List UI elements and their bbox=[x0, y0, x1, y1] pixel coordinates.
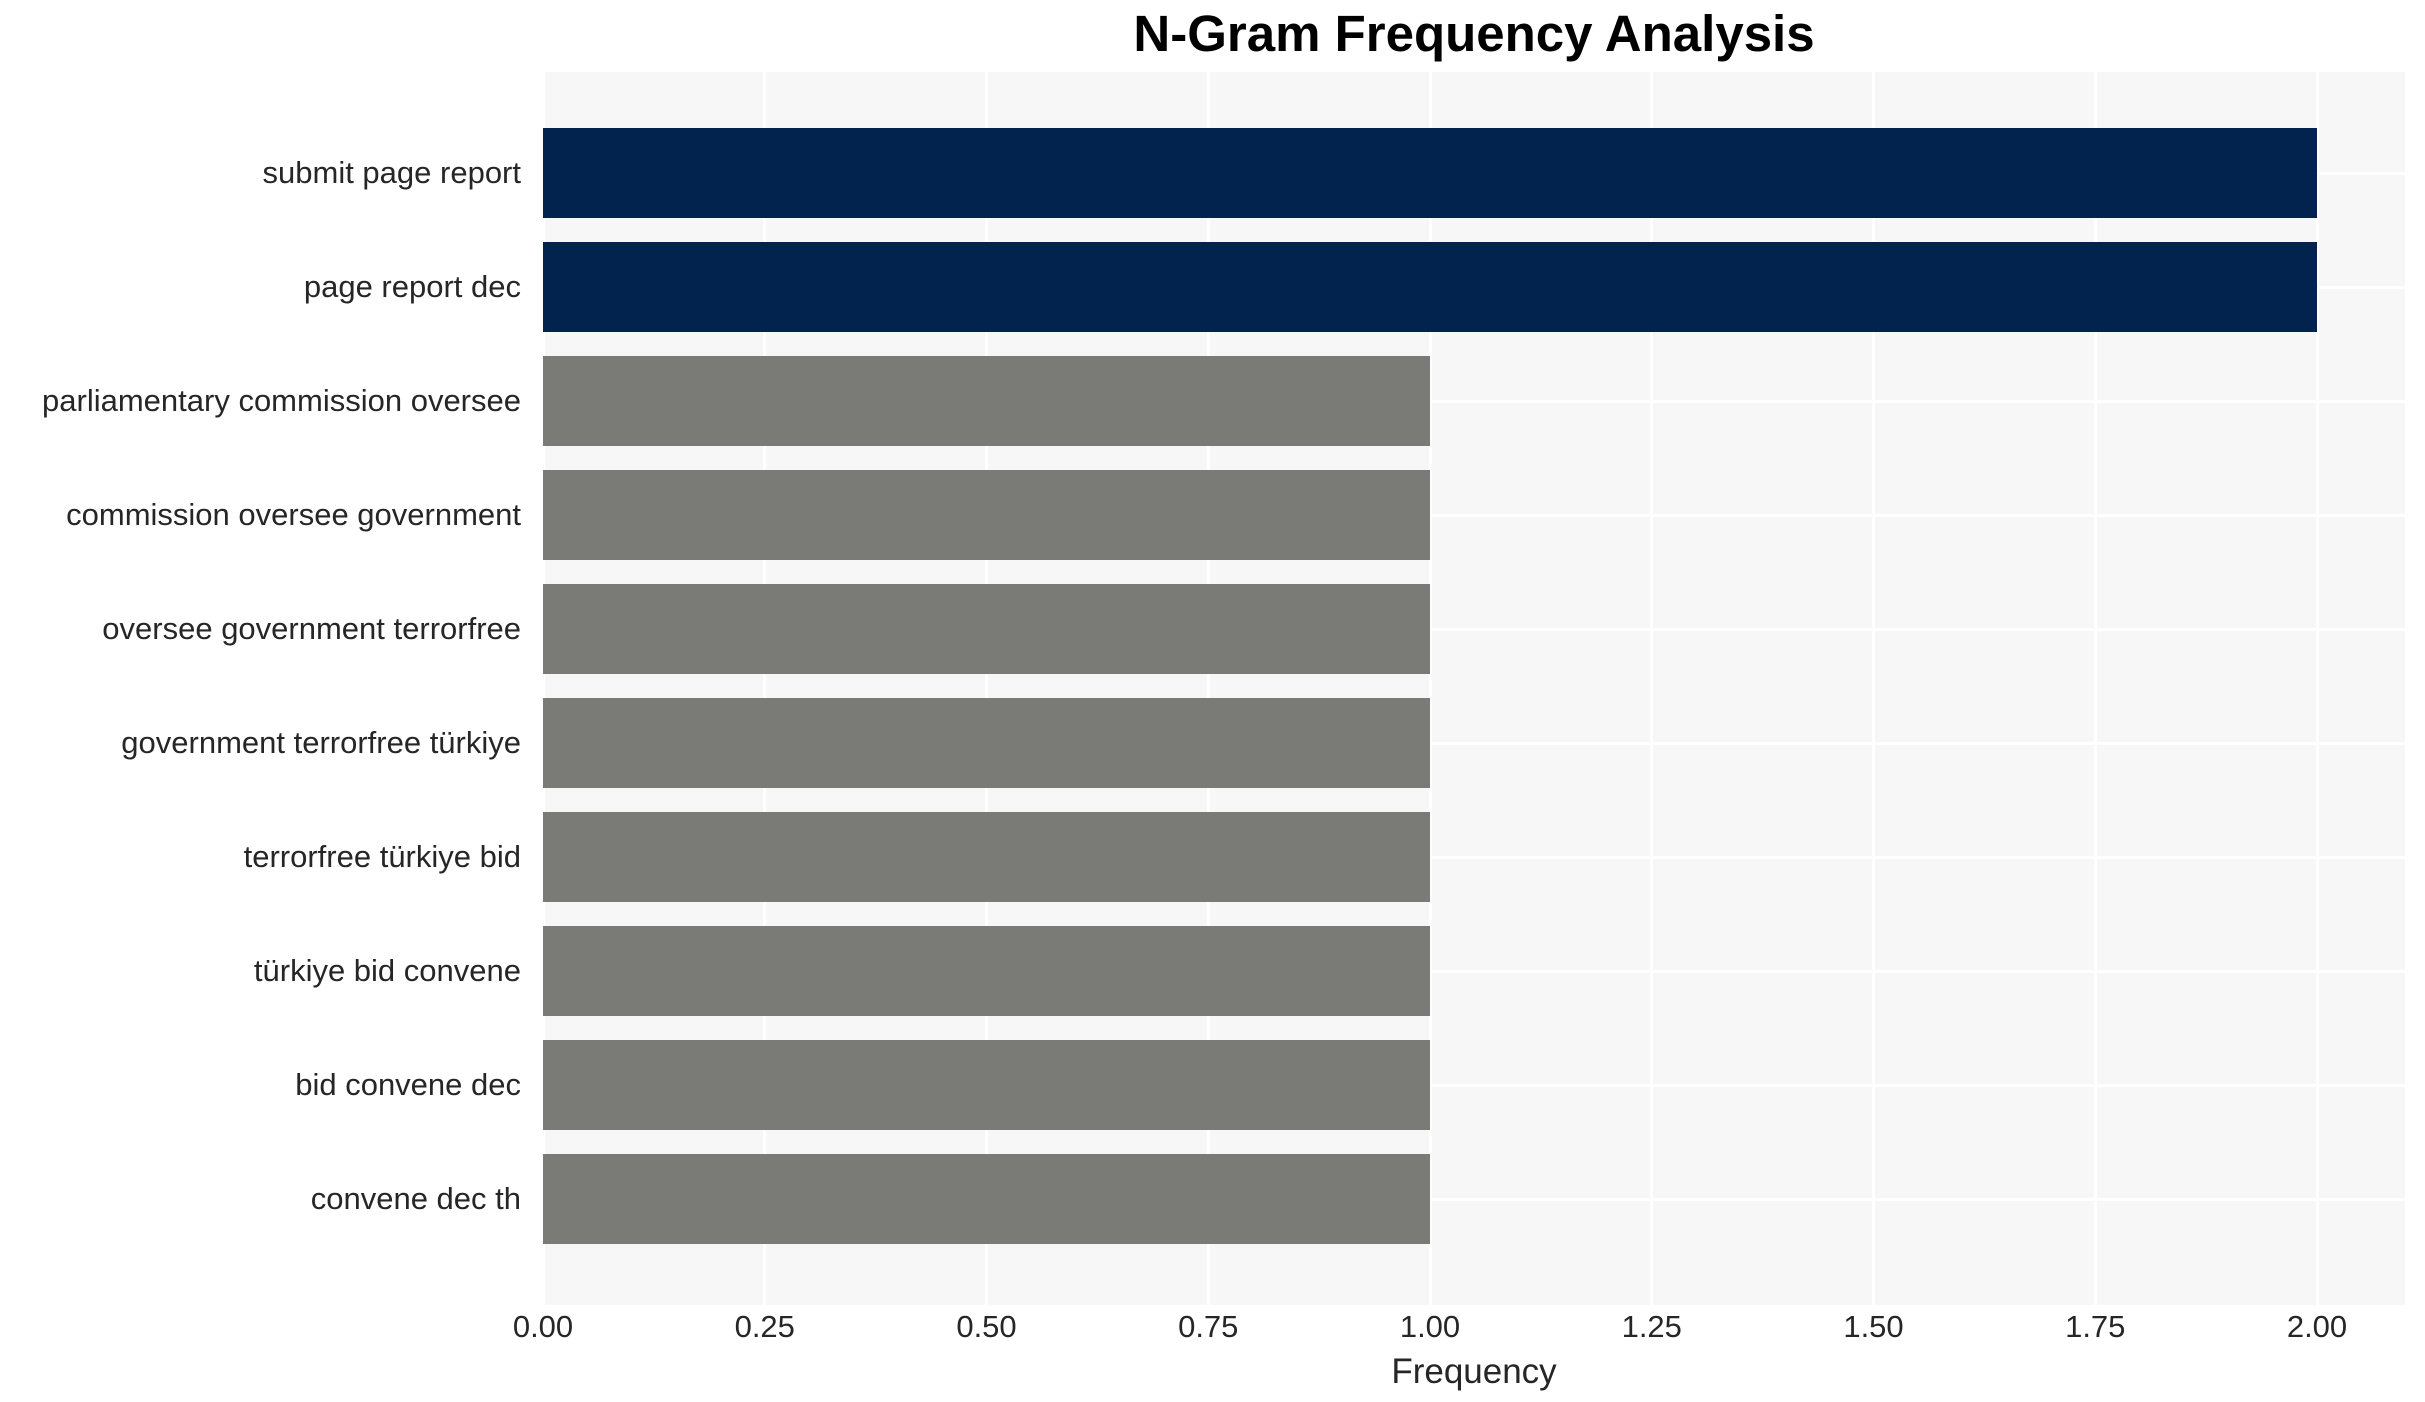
category-label: convene dec th bbox=[310, 1181, 521, 1216]
chart-title: N-Gram Frequency Analysis bbox=[1133, 5, 1815, 62]
x-tick-label: 0.50 bbox=[956, 1309, 1017, 1344]
vertical-gridline bbox=[1872, 72, 1875, 1305]
y-axis-labels: submit page report page report dec parliam… bbox=[0, 72, 531, 1305]
bar bbox=[543, 128, 2317, 218]
vertical-gridline bbox=[541, 72, 545, 1305]
x-tick-label: 1.25 bbox=[1621, 1309, 1682, 1344]
bar bbox=[543, 926, 1430, 1016]
horizontal-gridline bbox=[543, 513, 2405, 517]
vertical-gridline bbox=[1428, 72, 1432, 1305]
horizontal-gridline bbox=[543, 969, 2405, 973]
category-label: oversee government terrorfree bbox=[102, 611, 521, 646]
bar bbox=[543, 356, 1430, 446]
category-label: parliamentary commission oversee bbox=[42, 383, 521, 418]
category-label: bid convene dec bbox=[295, 1067, 521, 1102]
category-label: terrorfree türkiye bid bbox=[243, 839, 521, 874]
vertical-gridline bbox=[2093, 72, 2097, 1305]
x-tick-label: 2.00 bbox=[2286, 1309, 2348, 1344]
bar bbox=[543, 812, 1430, 902]
horizontal-gridline bbox=[543, 741, 2405, 745]
x-tick-label: 0.00 bbox=[512, 1309, 574, 1344]
category-label: commission oversee government bbox=[66, 497, 521, 532]
category-label: page report dec bbox=[303, 269, 521, 304]
vertical-gridline bbox=[985, 72, 988, 1305]
plot-area bbox=[541, 72, 2405, 1305]
x-tick-label: 0.25 bbox=[734, 1309, 795, 1344]
horizontal-gridline bbox=[543, 1197, 2405, 1201]
horizontal-gridline bbox=[543, 855, 2405, 859]
x-tick-label: 0.75 bbox=[1178, 1309, 1239, 1344]
horizontal-gridline bbox=[543, 399, 2405, 403]
bar bbox=[543, 584, 1430, 674]
horizontal-gridline bbox=[543, 627, 2405, 631]
x-tick-label: 1.75 bbox=[2065, 1309, 2126, 1344]
category-label: türkiye bid convene bbox=[253, 953, 521, 988]
x-axis-label: Frequency bbox=[1391, 1352, 1557, 1391]
category-label: submit page report bbox=[262, 155, 521, 190]
x-axis-tick-labels: 0.00 0.25 0.50 0.75 1.00 1.25 1.50 1.75 2.00 bbox=[513, 1309, 2405, 1351]
horizontal-gridline bbox=[543, 1083, 2405, 1087]
vertical-gridline bbox=[1206, 72, 1210, 1305]
bar bbox=[543, 698, 1430, 788]
category-label: government terrorfree türkiye bbox=[121, 725, 521, 760]
x-tick-label: 1.50 bbox=[1843, 1309, 1904, 1344]
vertical-gridline bbox=[2315, 72, 2319, 1305]
bar bbox=[543, 470, 1430, 560]
bar bbox=[543, 242, 2317, 332]
vertical-gridline bbox=[1650, 72, 1654, 1305]
x-tick-label: 1.00 bbox=[1399, 1309, 1461, 1344]
vertical-gridline bbox=[763, 72, 767, 1305]
bar bbox=[543, 1154, 1430, 1244]
bar bbox=[543, 1040, 1430, 1130]
